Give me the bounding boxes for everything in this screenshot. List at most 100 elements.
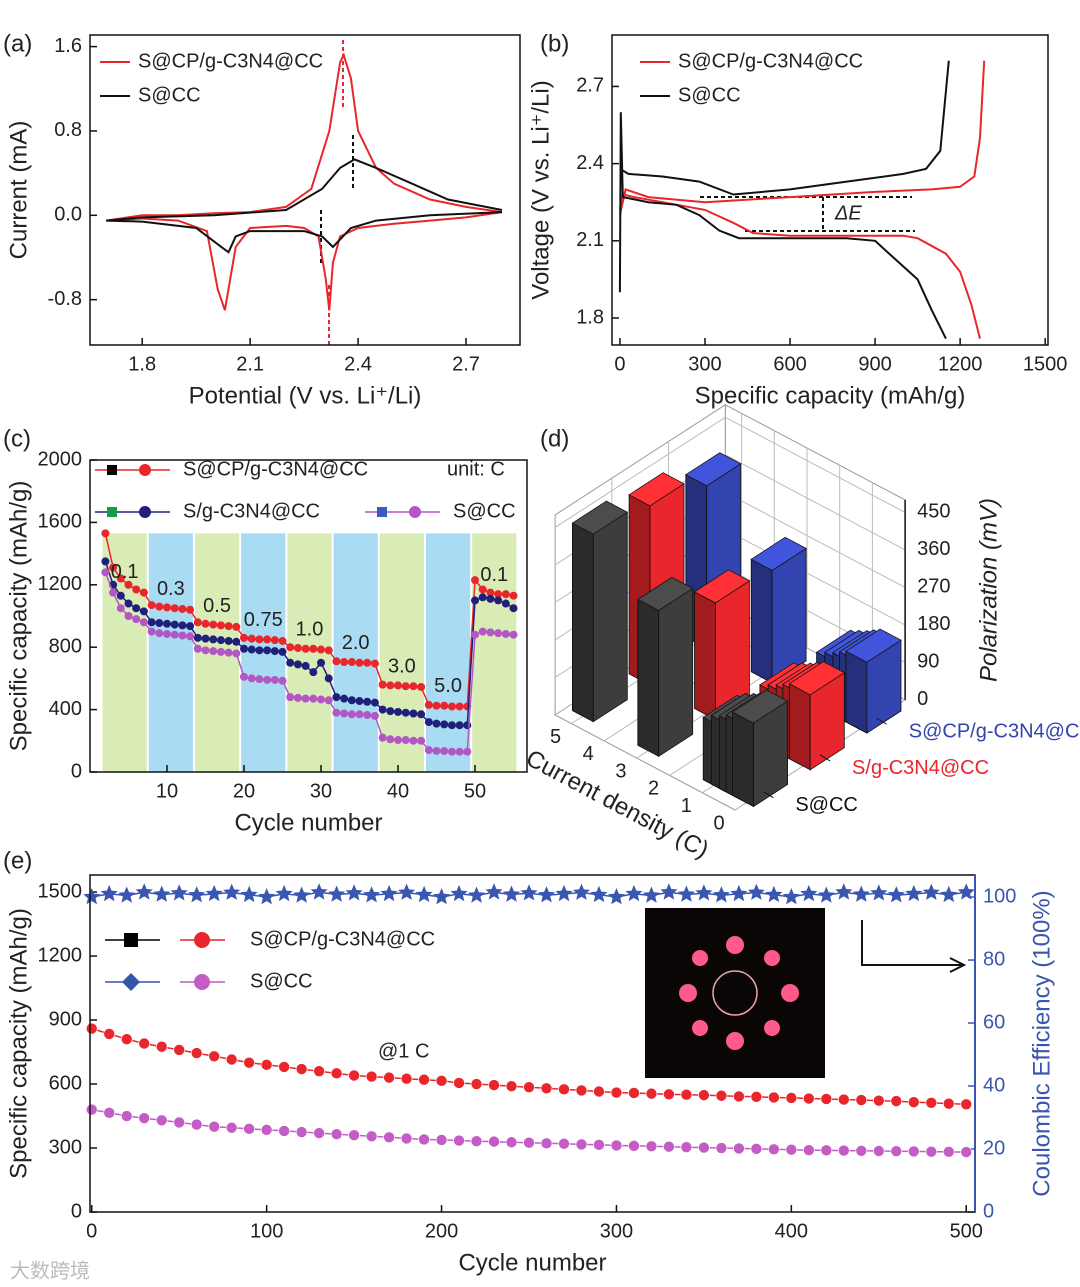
marker xyxy=(363,711,372,720)
line xyxy=(106,158,503,254)
series-label: S/g-C3N4@CC xyxy=(852,757,989,779)
legend-marker xyxy=(107,507,117,517)
y-tick-label: 1.6 xyxy=(54,35,82,57)
marker xyxy=(424,746,433,755)
marker xyxy=(243,1056,255,1069)
marker xyxy=(313,1127,325,1139)
x-tick-label: 400 xyxy=(775,1220,808,1242)
marker xyxy=(138,1112,151,1124)
marker xyxy=(471,576,480,585)
marker xyxy=(698,1141,710,1154)
marker xyxy=(590,885,608,903)
marker xyxy=(286,643,295,652)
marker xyxy=(370,659,379,668)
legend-label: S@CP/g-C3N4@CC xyxy=(138,50,323,72)
marker xyxy=(803,1092,815,1105)
marker xyxy=(240,644,249,653)
marker xyxy=(190,1118,203,1131)
marker xyxy=(835,883,853,900)
panel-label: (a) xyxy=(3,30,32,57)
annotation: unit: C xyxy=(447,458,505,480)
marker xyxy=(232,637,241,646)
marker xyxy=(193,618,202,627)
marker xyxy=(715,1142,728,1154)
marker xyxy=(324,674,333,683)
marker xyxy=(178,631,187,640)
marker xyxy=(286,658,295,667)
marker xyxy=(940,885,958,903)
marker xyxy=(455,747,464,756)
marker xyxy=(109,588,118,597)
marker xyxy=(209,635,218,644)
x-tick-label: 0 xyxy=(713,812,724,834)
marker xyxy=(905,884,923,902)
x-tick-label: 50 xyxy=(464,780,486,802)
marker xyxy=(124,580,133,589)
marker xyxy=(147,601,156,610)
marker xyxy=(455,702,464,711)
leds xyxy=(679,936,799,1050)
y-axis-label: Current (mA) xyxy=(5,121,32,260)
marker xyxy=(838,1093,850,1106)
marker xyxy=(610,1139,623,1152)
marker xyxy=(370,711,379,720)
marker xyxy=(960,1098,973,1111)
marker xyxy=(852,885,870,902)
x-axis-label: Cycle number xyxy=(234,809,382,836)
led xyxy=(692,950,708,966)
z-tick-label: 180 xyxy=(917,613,950,635)
marker xyxy=(263,646,272,655)
marker xyxy=(109,563,118,572)
marker xyxy=(386,681,395,690)
marker xyxy=(455,721,464,730)
y2-tick-label: 40 xyxy=(983,1074,1005,1096)
marker xyxy=(398,883,416,900)
marker xyxy=(593,1085,605,1098)
marker xyxy=(394,681,403,690)
led xyxy=(726,936,744,954)
panel-label: (c) xyxy=(3,425,31,452)
x-tick-label: 40 xyxy=(387,780,409,802)
marker xyxy=(178,604,187,613)
marker xyxy=(139,607,148,616)
marker xyxy=(712,886,730,903)
marker xyxy=(275,884,293,902)
line xyxy=(106,52,503,311)
marker xyxy=(765,885,783,903)
marker xyxy=(471,596,480,605)
legend-label: S@CC xyxy=(250,970,313,992)
bar-side xyxy=(750,558,773,684)
marker xyxy=(440,701,449,710)
bar-side xyxy=(788,683,811,771)
marker xyxy=(378,705,387,714)
marker xyxy=(355,697,364,706)
panel-label: (e) xyxy=(3,847,32,874)
marker xyxy=(394,736,403,745)
marker xyxy=(330,1067,343,1080)
z-tick-label: 450 xyxy=(917,501,950,523)
marker xyxy=(785,1092,798,1104)
y-tick-label: 600 xyxy=(49,1072,82,1094)
marker xyxy=(463,747,472,756)
legend-marker xyxy=(139,506,151,518)
y-tick-label: 0 xyxy=(71,760,82,782)
x-tick-label: 1.8 xyxy=(128,353,156,375)
marker xyxy=(820,1093,833,1105)
marker xyxy=(224,636,233,645)
legend-label: S@CC xyxy=(138,84,201,106)
marker xyxy=(890,1095,903,1107)
marker xyxy=(450,884,468,902)
z-axis-label: Polarization (mV) xyxy=(975,498,1002,682)
marker xyxy=(345,884,363,901)
bar-side xyxy=(572,522,594,723)
y-axis-label: Specific capacity (mAh/g) xyxy=(5,908,32,1179)
marker xyxy=(494,590,503,599)
rate-band xyxy=(287,533,332,772)
marker xyxy=(418,1133,430,1146)
marker xyxy=(365,1130,378,1143)
marker xyxy=(247,645,256,654)
marker xyxy=(340,694,349,703)
marker xyxy=(270,647,279,656)
marker xyxy=(120,1033,133,1046)
line xyxy=(618,60,986,339)
